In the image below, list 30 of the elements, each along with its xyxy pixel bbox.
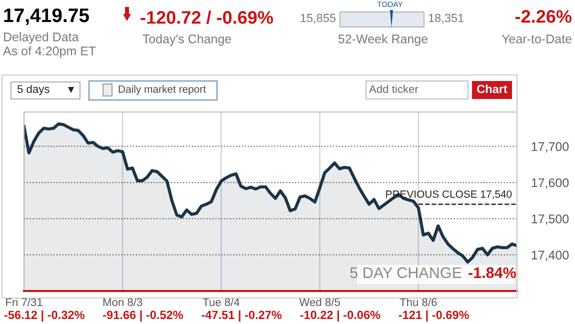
text: -47.51 | -0.27% (202, 310, 282, 322)
text: -2.26% (516, 10, 572, 23)
text: Daily market report (118, 85, 206, 95)
chart-title: 17,419.75 (4, 8, 89, 26)
x-tick-label: Mon 8/3 (103, 298, 142, 306)
text: -56.12 | -0.32% (4, 310, 84, 322)
y-tick-label: 17,700 (532, 142, 569, 152)
annotation: -1.84% (468, 267, 516, 278)
text: 52-Week Range (338, 34, 428, 46)
x-tick-label: Wed 8/5 (299, 298, 340, 306)
y-tick-label: 17,400 (532, 250, 569, 261)
text: Chart (477, 84, 508, 94)
text: 15,855 (300, 14, 336, 24)
y-tick-label: 17,500 (532, 214, 569, 225)
text: As of 4:20pm ET (3, 46, 96, 58)
x-tick-label: Tue 8/4 (202, 298, 240, 306)
text: -10.22 | -0.06% (300, 310, 380, 322)
annotation: 5 DAY CHANGE (350, 267, 462, 278)
x-tick-label: Thu 8/6 (400, 298, 437, 306)
text: Add ticker (369, 84, 418, 93)
text: -91.66 | -0.52% (103, 310, 184, 322)
text: Delayed Data (4, 32, 79, 44)
text: Today's Change (142, 34, 232, 46)
text: 5 days (17, 84, 50, 96)
x-tick-label: Fri 7/31 (6, 298, 42, 306)
text: -121 | -0.69% (398, 310, 469, 322)
text: 18,351 (428, 14, 464, 24)
y-tick-label: 17,600 (532, 178, 569, 189)
text: Year-to-Date (502, 34, 572, 44)
text: -120.72 / -0.69% (140, 10, 274, 24)
